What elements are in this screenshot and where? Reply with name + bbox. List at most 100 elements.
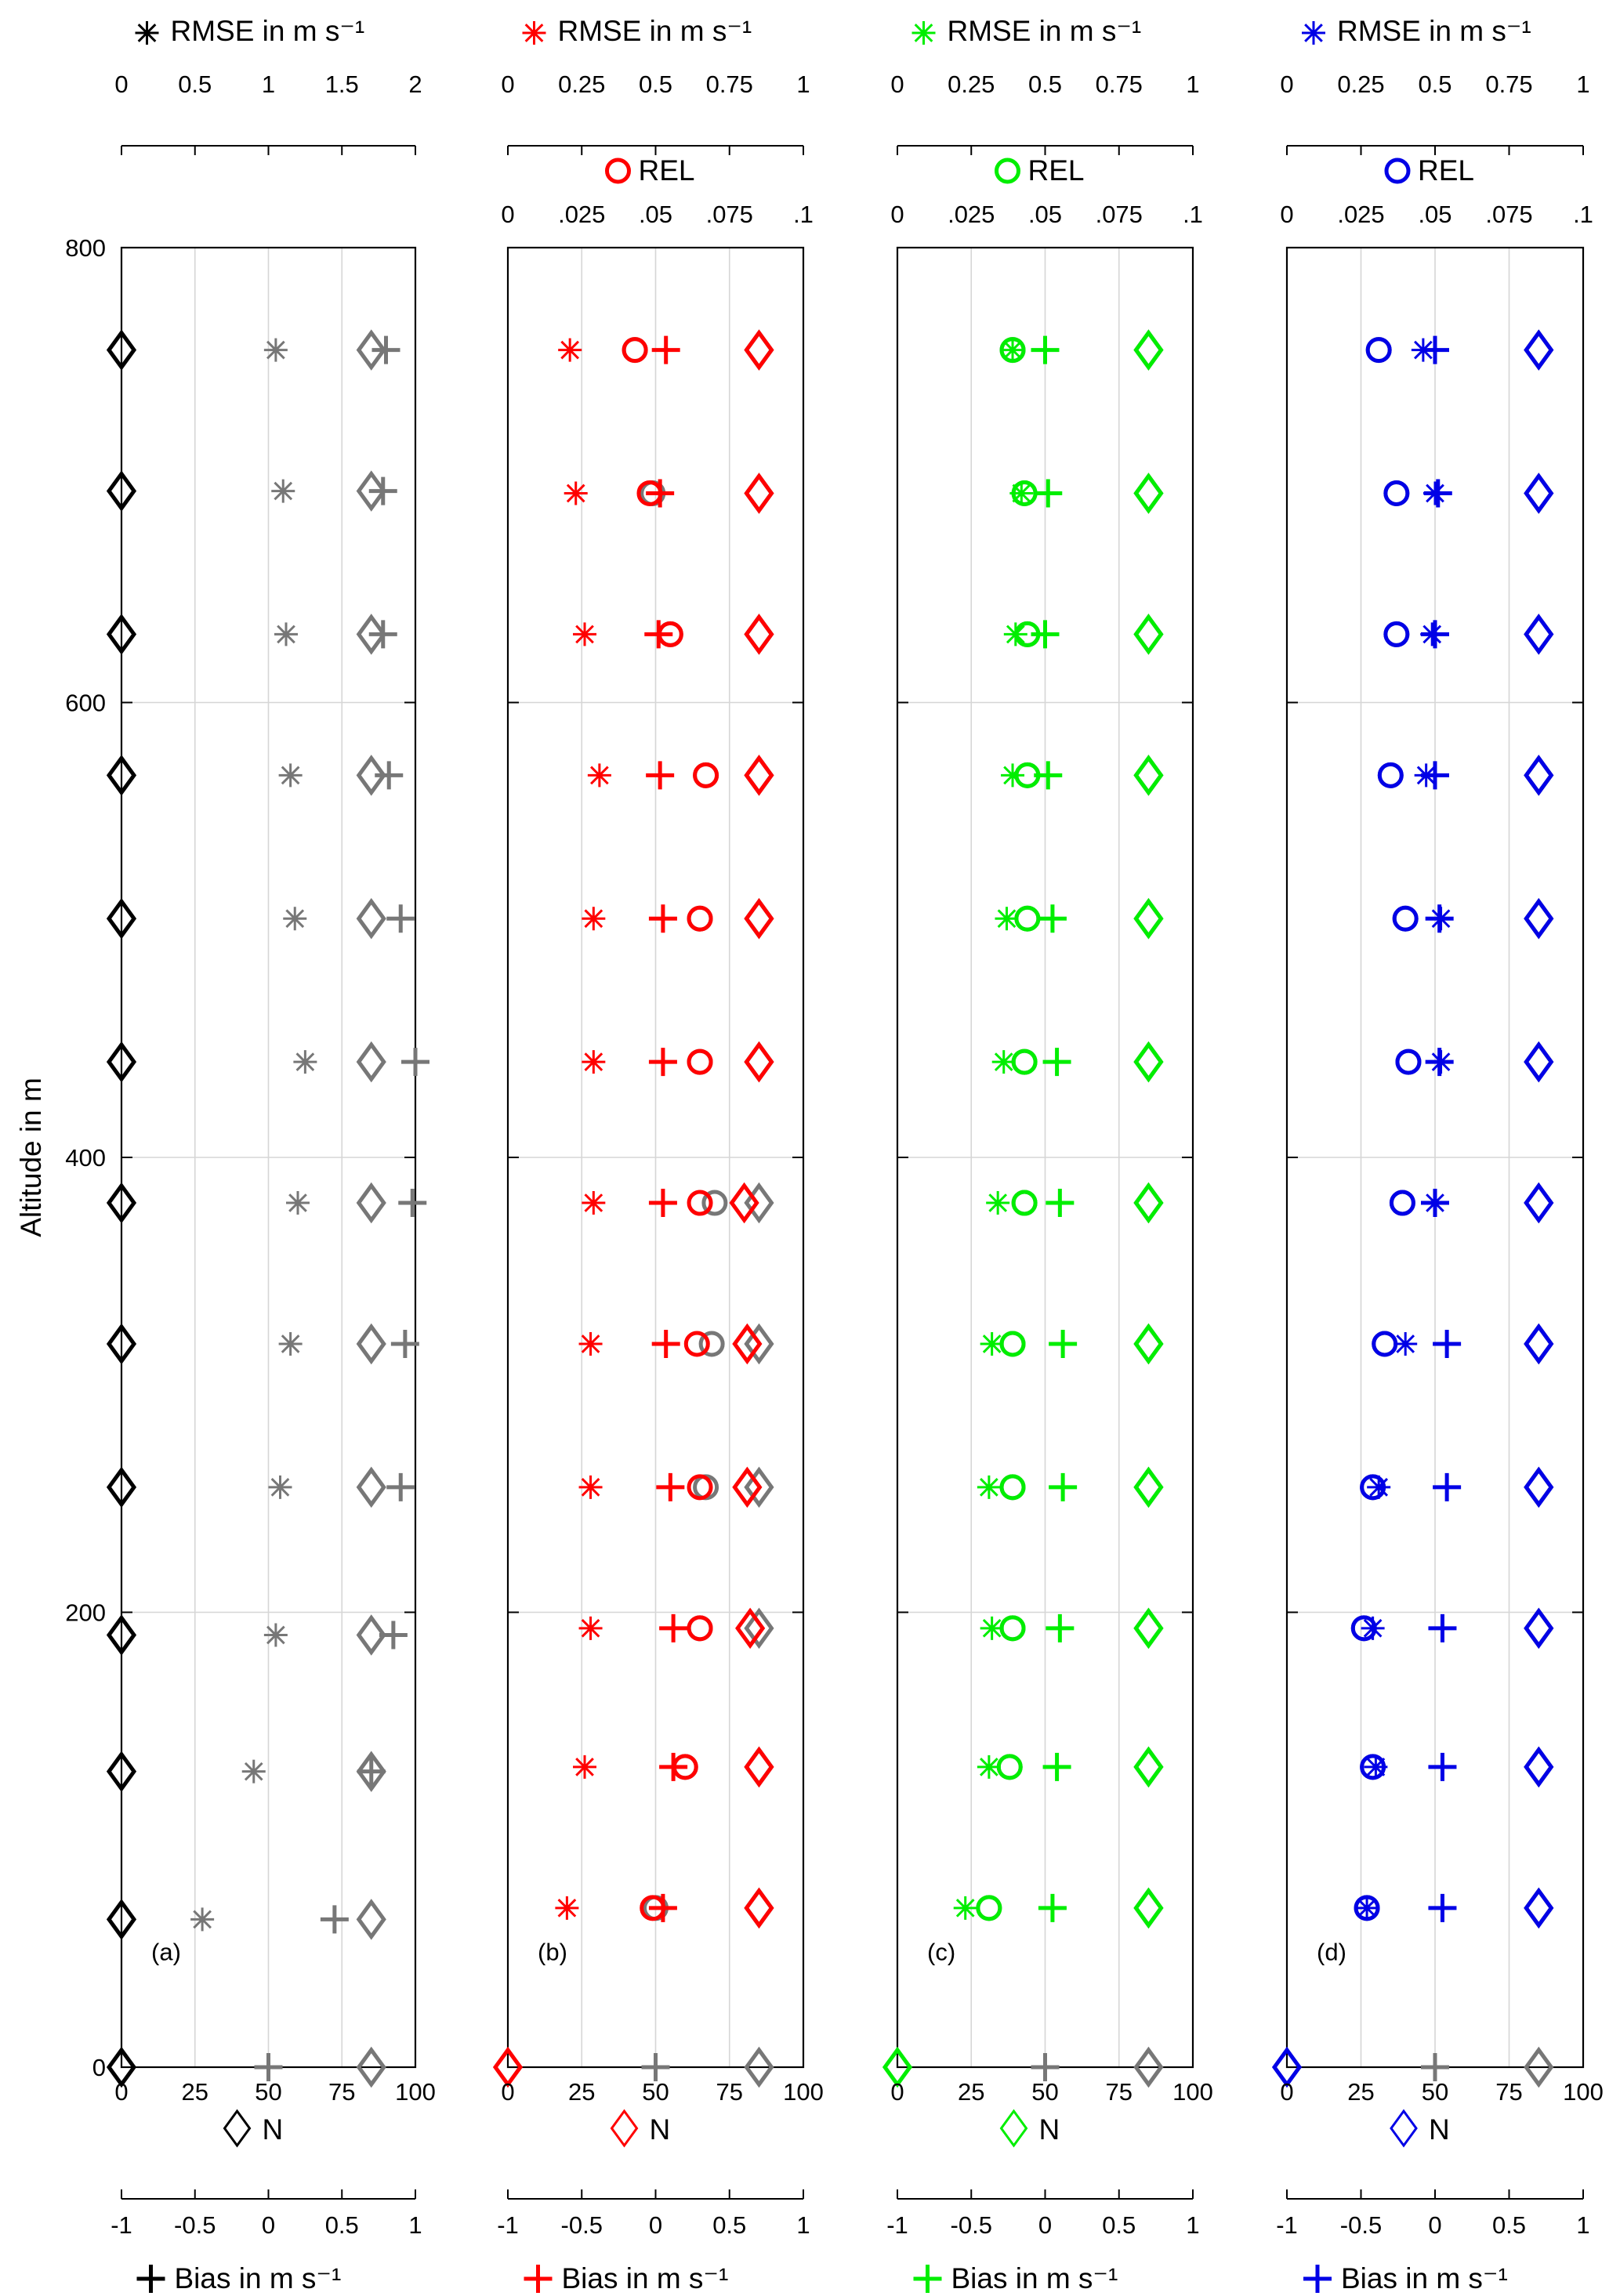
series-c-bias-point <box>1049 1472 1078 1501</box>
series-a-n-point <box>106 897 137 940</box>
n-legend-diamond-icon <box>1390 2109 1418 2148</box>
series-b-n-point <box>732 1323 763 1365</box>
series-d-rmse-point <box>1411 338 1435 362</box>
reference-bias-point <box>375 761 404 790</box>
reference-n-point <box>1524 329 1554 371</box>
rel-legend-circle-icon <box>605 158 631 184</box>
reference-n-point <box>356 897 386 940</box>
bias-legend-plus-icon <box>1303 2265 1332 2293</box>
bias-tick-label: 0.5 <box>712 2211 746 2239</box>
bias-tick-label: -1 <box>497 2211 519 2239</box>
series-d-rmse-point <box>1420 622 1444 646</box>
reference-n-point <box>1133 1041 1164 1083</box>
reference-bias-point <box>390 1330 419 1359</box>
y-axis-label: Altitude in m <box>15 1077 47 1237</box>
series-c-rmse-point <box>1001 763 1025 788</box>
series-c-bias-point <box>1031 620 1060 649</box>
rmse-axis-label: RMSE in m s⁻¹ <box>1337 15 1531 47</box>
reference-n-point <box>1524 1466 1554 1508</box>
series-c-bias-point <box>1046 1189 1075 1218</box>
series-b-rmse-point <box>578 1332 603 1356</box>
rmse-tick-label: 0.25 <box>558 71 605 98</box>
reference-rmse-point <box>278 1332 303 1356</box>
reference-n-point <box>1524 473 1554 514</box>
series-c-rel-point <box>1011 1048 1038 1075</box>
rmse-legend-star-icon <box>911 21 936 45</box>
n-axis-label: N <box>1039 2113 1060 2146</box>
series-d-n-point <box>1524 1323 1554 1365</box>
series-c-rmse-point <box>980 1332 1004 1356</box>
series-c-rmse-point <box>953 1896 977 1920</box>
reference-n-point <box>356 2046 386 2088</box>
y-tick-label: 400 <box>65 1144 106 1172</box>
bias-tick-label: 1 <box>1576 2211 1589 2239</box>
reference-n-point <box>1524 2046 1554 2088</box>
rmse-legend-star-icon <box>135 21 159 45</box>
bias-tick-label: -0.5 <box>174 2211 216 2239</box>
rel-tick-label: 0 <box>501 201 514 228</box>
rmse-tick-label: 0 <box>890 71 904 98</box>
n-tick-label: 0 <box>114 2078 128 2106</box>
series-b-rmse-point <box>582 1191 606 1215</box>
series-c-rel-point <box>1011 480 1038 506</box>
series-c-n-point <box>1133 329 1164 371</box>
reference-rmse-point <box>241 1759 266 1784</box>
series-d-rmse-point <box>1423 1191 1447 1215</box>
y-tick-label: 800 <box>65 234 106 262</box>
series-b-bias-point <box>646 761 675 790</box>
series-c-bias-point <box>1038 904 1067 933</box>
rmse-tick-label: 0.25 <box>948 71 995 98</box>
series-c-n-point <box>1133 614 1164 655</box>
series-a-n-point <box>106 1041 137 1083</box>
reference-bias-point <box>1031 2053 1060 2081</box>
rel-axis-label: REL <box>1418 154 1474 187</box>
rel-tick-label: .075 <box>1485 201 1532 228</box>
series-b-n-point <box>744 1041 774 1083</box>
series-c-rel-point <box>1014 621 1041 647</box>
bias-legend-plus-icon <box>913 2265 942 2293</box>
rel-tick-label: 0 <box>1280 201 1293 228</box>
series-c-rel-point <box>999 1474 1026 1501</box>
series-d-rel-point <box>1383 621 1410 647</box>
reference-n-point <box>744 1887 774 1929</box>
bias-tick-label: 1 <box>408 2211 422 2239</box>
reference-rmse-point <box>268 1475 292 1499</box>
reference-bias-point <box>254 2053 283 2081</box>
reference-n-point <box>744 329 774 371</box>
reference-n-point <box>1524 1041 1554 1083</box>
series-a-n-point <box>106 755 137 796</box>
reference-n-point <box>1524 897 1554 940</box>
rmse-legend-star-icon <box>522 21 546 45</box>
series-d-n-point <box>1524 1466 1554 1508</box>
reference-rmse-point <box>286 1191 310 1215</box>
rmse-tick-label: 1 <box>796 71 810 98</box>
bias-tick-label: 0 <box>1038 2211 1052 2239</box>
reference-rmse-point <box>283 907 307 931</box>
reference-n-point <box>1133 1182 1164 1224</box>
reference-bias-point <box>368 476 397 505</box>
series-d-rel-point <box>1354 1895 1380 1921</box>
rel-tick-label: .025 <box>558 201 605 228</box>
series-b-n-point <box>744 473 774 514</box>
reference-rmse-point <box>263 338 288 362</box>
reference-n-point <box>1133 614 1164 655</box>
reference-n-point <box>744 614 774 655</box>
series-b-rel-point <box>687 1190 713 1216</box>
reference-n-point <box>744 1746 774 1788</box>
series-c-rmse-point <box>1001 338 1025 362</box>
rmse-axis-label: RMSE in m s⁻¹ <box>948 15 1142 47</box>
reference-bias-point <box>401 1048 429 1077</box>
series-d-rel-point <box>1365 337 1392 364</box>
series-b-rmse-point <box>587 763 611 788</box>
reference-n-point <box>1524 1746 1554 1788</box>
series-c-rel-point <box>1014 905 1041 932</box>
series-b-n-point <box>744 897 774 940</box>
rel-legend-circle-icon <box>995 158 1020 184</box>
bias-tick-label: -1 <box>1276 2211 1298 2239</box>
series-d-n-point <box>1524 1746 1554 1788</box>
n-tick-label: 25 <box>568 2078 595 2106</box>
reference-n-point <box>744 1323 774 1365</box>
series-a-n-point <box>106 1466 137 1508</box>
rel-tick-label: .075 <box>1096 201 1143 228</box>
bias-tick-label: -0.5 <box>951 2211 992 2239</box>
